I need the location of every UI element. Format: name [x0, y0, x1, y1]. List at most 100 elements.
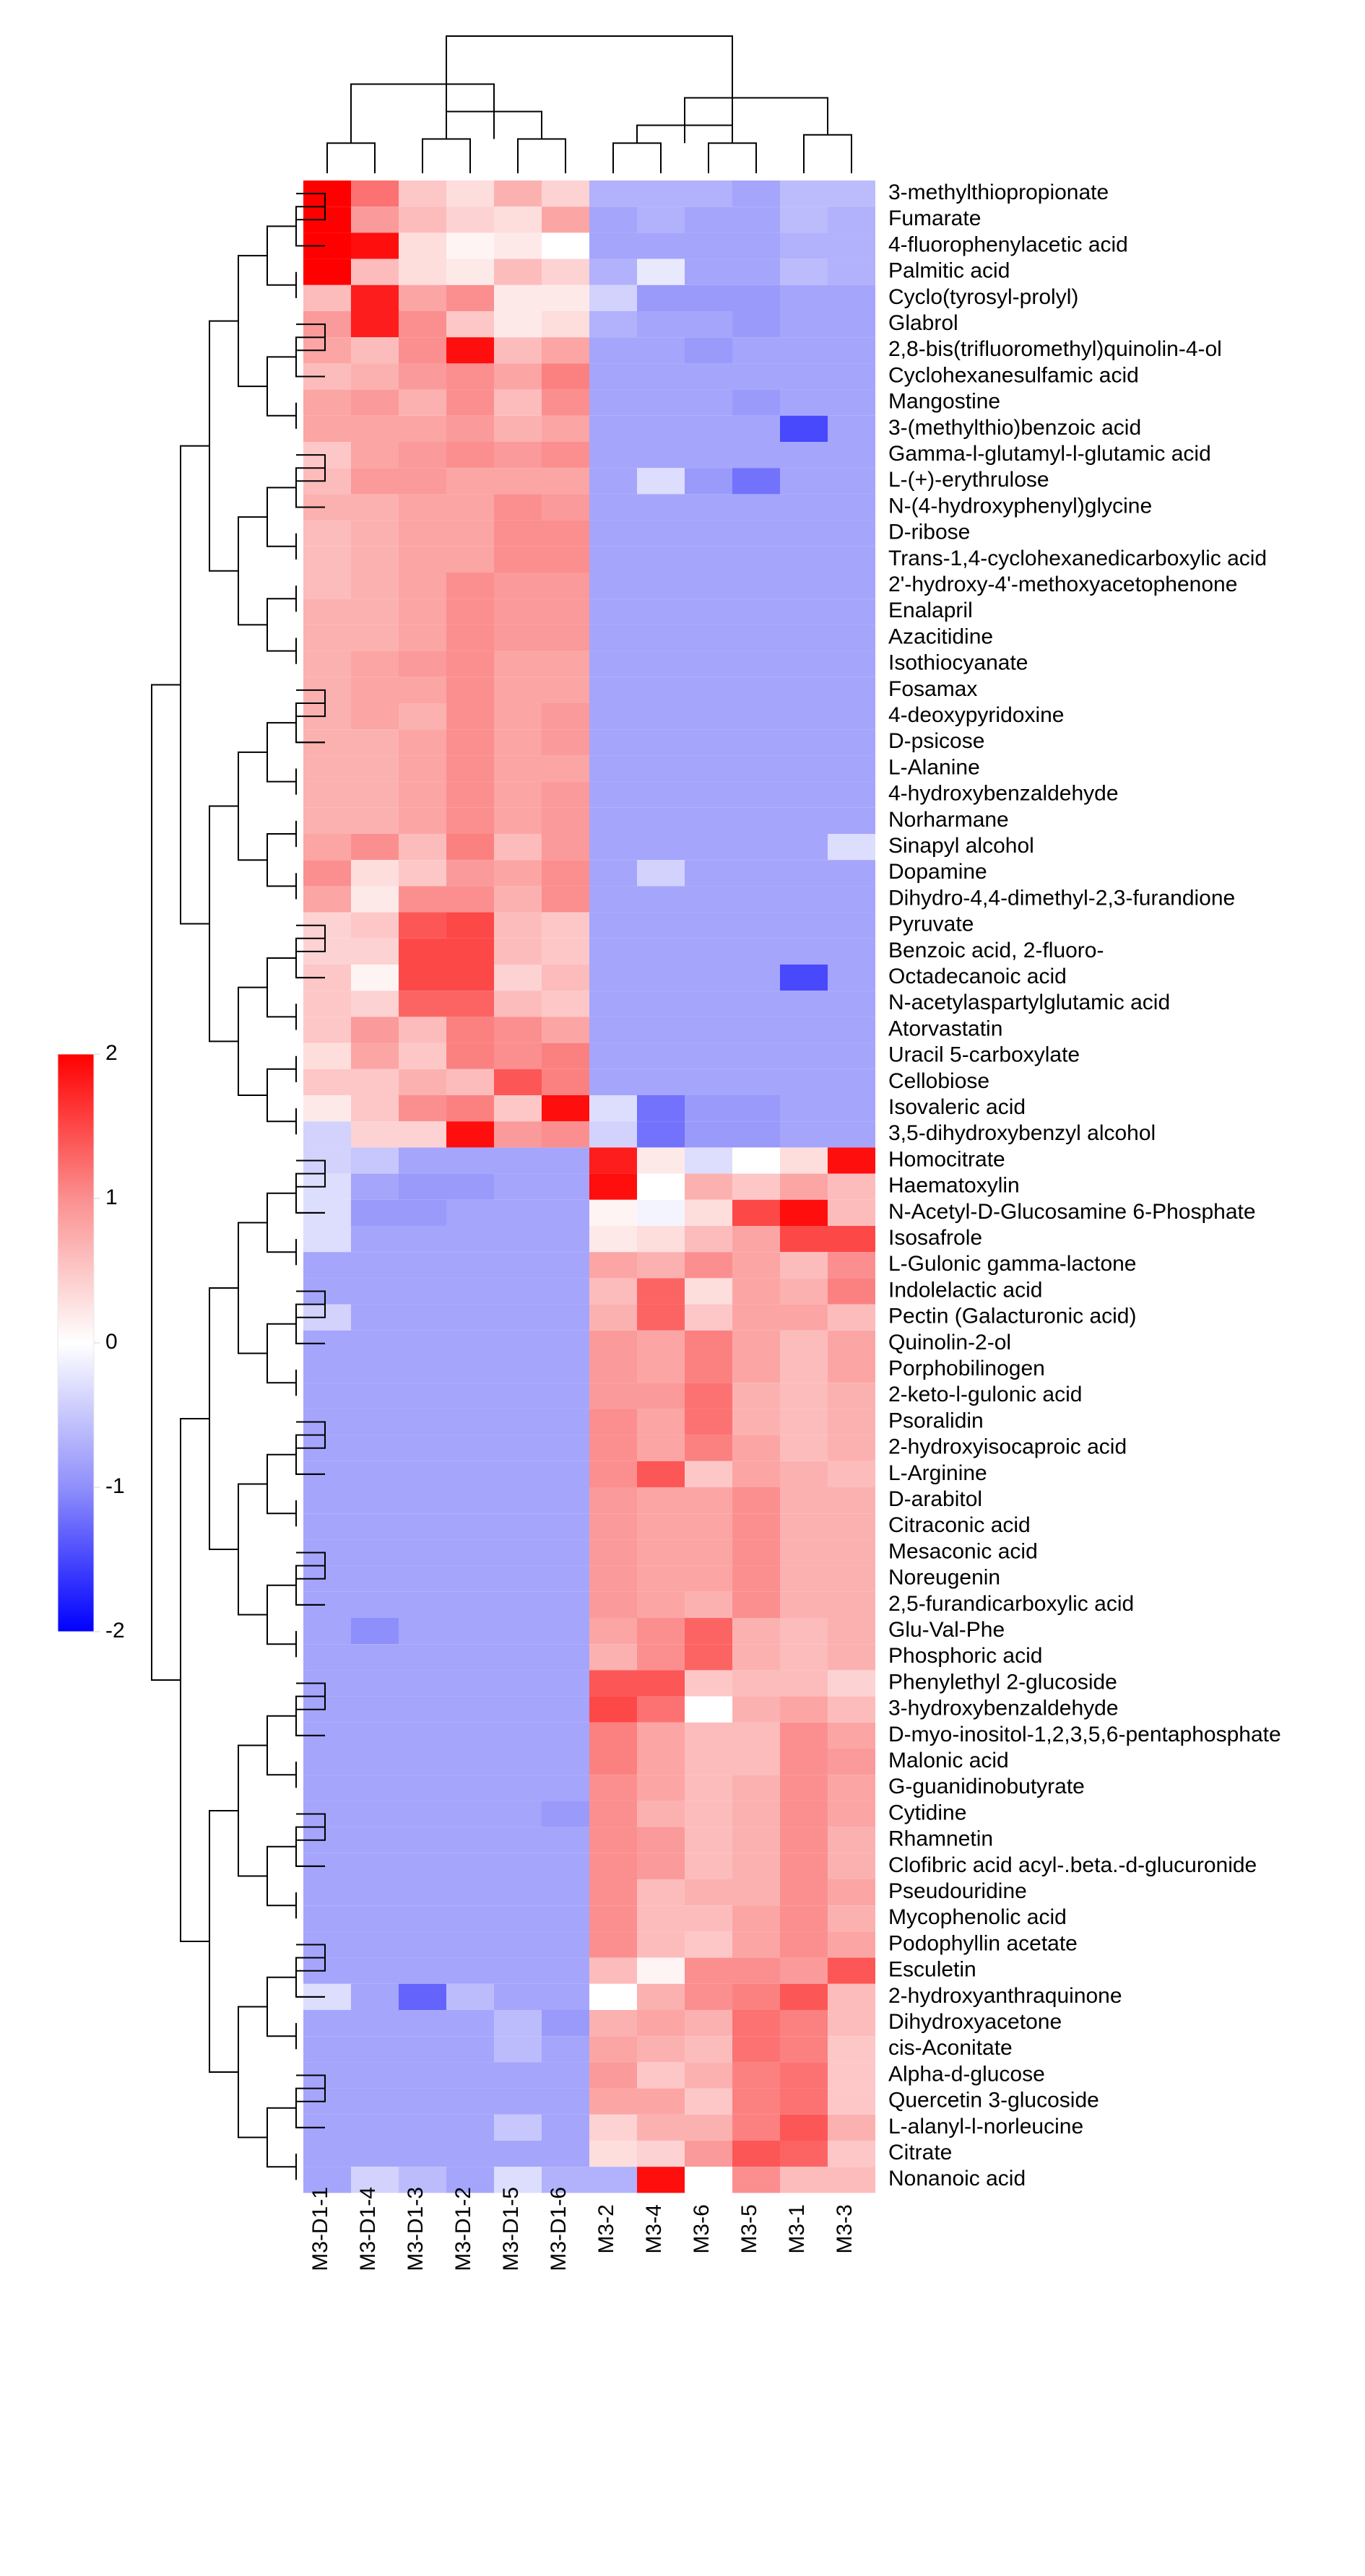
heatmap-cell [351, 2115, 399, 2141]
heatmap-cell [589, 729, 637, 755]
heatmap-cell [542, 180, 589, 206]
heatmap-cell [685, 729, 732, 755]
heatmap-cell [303, 521, 351, 547]
heatmap-cell [828, 1121, 875, 1147]
heatmap-cell [828, 337, 875, 363]
heatmap-cell [589, 1226, 637, 1252]
legend-tick: 0 [105, 1330, 118, 1354]
row-label: Noreugenin [888, 1566, 1000, 1590]
heatmap-cell [732, 1827, 780, 1853]
heatmap-cell [780, 1905, 828, 1931]
heatmap-cell [685, 1853, 732, 1879]
heatmap-cell [446, 1513, 494, 1539]
heatmap-cell [828, 860, 875, 886]
heatmap-cell [780, 573, 828, 599]
heatmap-cell [732, 363, 780, 389]
heatmap-cell [780, 1357, 828, 1383]
heatmap-cell [351, 311, 399, 337]
heatmap-cell [494, 547, 542, 573]
heatmap-cell [685, 755, 732, 781]
heatmap-cell [637, 390, 685, 416]
heatmap-cell [637, 1539, 685, 1565]
heatmap-cell [732, 1043, 780, 1069]
heatmap-cell [399, 939, 446, 965]
heatmap-cell [399, 1226, 446, 1252]
heatmap-cell [732, 337, 780, 363]
heatmap-cell [589, 1383, 637, 1409]
heatmap-cell [828, 782, 875, 808]
heatmap-cell [446, 547, 494, 573]
heatmap-cell [732, 180, 780, 206]
heatmap-cell [542, 337, 589, 363]
heatmap-cell [542, 1121, 589, 1147]
heatmap-cell [351, 337, 399, 363]
heatmap-cell [494, 939, 542, 965]
heatmap-cell [399, 206, 446, 232]
heatmap-cell [637, 363, 685, 389]
heatmap-figure: 3-methylthiopropionateFumarate4-fluoroph… [0, 0, 1365, 2576]
heatmap-cell [351, 1226, 399, 1252]
heatmap-cell [780, 1435, 828, 1461]
heatmap-cell [637, 1749, 685, 1775]
heatmap-cell [732, 1095, 780, 1121]
heatmap-cell [542, 1174, 589, 1200]
heatmap-cell [303, 1487, 351, 1513]
heatmap-cell [685, 599, 732, 625]
heatmap-cell [828, 1644, 875, 1670]
heatmap-cell [780, 1305, 828, 1331]
column-labels: M3-D1-1M3-D1-4M3-D1-3M3-D1-2M3-D1-5M3-D1… [308, 2187, 857, 2271]
row-labels: 3-methylthiopropionateFumarate4-fluoroph… [888, 180, 1281, 2190]
heatmap-cell [351, 521, 399, 547]
heatmap-cell [494, 1252, 542, 1278]
heatmap-cell [542, 1801, 589, 1827]
heatmap-cell [732, 965, 780, 991]
heatmap-cell [494, 1226, 542, 1252]
heatmap-cell [732, 939, 780, 965]
heatmap-cell [494, 1147, 542, 1173]
heatmap-cell [351, 808, 399, 834]
heatmap-cell [637, 1252, 685, 1278]
heatmap-cell [637, 886, 685, 912]
heatmap-cell [446, 1174, 494, 1200]
heatmap-cell [685, 1069, 732, 1095]
heatmap-cell [780, 521, 828, 547]
heatmap-cell [732, 2036, 780, 2062]
heatmap-cell [351, 1644, 399, 1670]
heatmap-cell [780, 2167, 828, 2193]
heatmap-cell [780, 2141, 828, 2167]
heatmap-cell [303, 2036, 351, 2062]
heatmap-cell [494, 1278, 542, 1304]
row-label: Mycophenolic acid [888, 1905, 1067, 1929]
row-label: Citrate [888, 2141, 952, 2164]
heatmap-cell [351, 729, 399, 755]
heatmap-cell [828, 2010, 875, 2036]
row-label: D-psicose [888, 729, 984, 753]
row-label: Homocitrate [888, 1147, 1005, 1171]
row-label: Dihydro-4,4-dimethyl-2,3-furandione [888, 886, 1235, 910]
heatmap-cell [446, 991, 494, 1017]
heatmap-cell [780, 363, 828, 389]
heatmap-cell [637, 939, 685, 965]
heatmap-cell [828, 2167, 875, 2193]
heatmap-cell [685, 547, 732, 573]
heatmap-cell [589, 651, 637, 677]
heatmap-cell [494, 206, 542, 232]
row-label: Phenylethyl 2-glucoside [888, 1670, 1117, 1694]
heatmap-cell [780, 1566, 828, 1592]
heatmap-cell [494, 651, 542, 677]
heatmap-cell [446, 782, 494, 808]
heatmap-cell [780, 1984, 828, 2010]
heatmap-cell [780, 1331, 828, 1357]
heatmap-cell [446, 180, 494, 206]
heatmap-cell [446, 1461, 494, 1487]
heatmap-cell [542, 1618, 589, 1644]
heatmap-cell [732, 1252, 780, 1278]
heatmap-cell [351, 1121, 399, 1147]
heatmap-cell [351, 1827, 399, 1853]
heatmap-cell [780, 1513, 828, 1539]
heatmap-cell [399, 886, 446, 912]
heatmap-cell [780, 1853, 828, 1879]
heatmap-cell [399, 1984, 446, 2010]
row-label: Sinapyl alcohol [888, 834, 1034, 858]
column-label: M3-2 [594, 2204, 618, 2253]
